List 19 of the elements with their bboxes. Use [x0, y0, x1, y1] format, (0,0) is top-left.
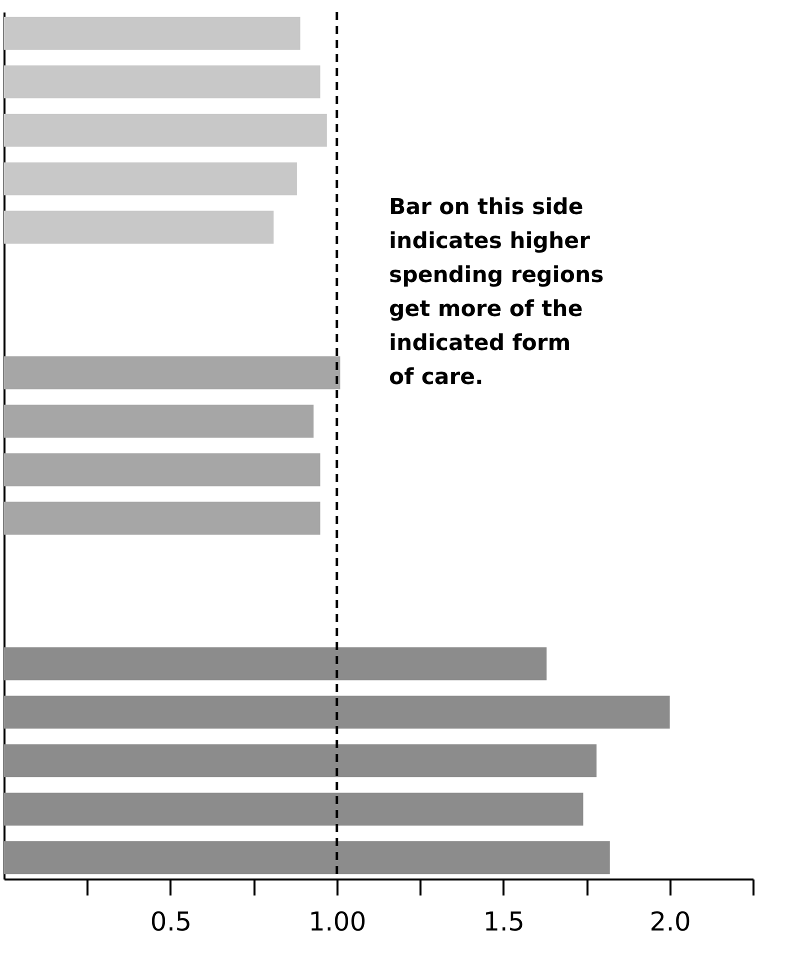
bar	[4, 792, 584, 826]
bar	[4, 114, 327, 147]
bar	[4, 65, 320, 98]
bar	[4, 453, 320, 486]
bar	[4, 16, 300, 50]
bar	[4, 356, 340, 390]
x-tick-label: 0.5	[150, 908, 192, 938]
x-tick-label: 1.00	[308, 908, 366, 938]
x-tick-label: 2.0	[650, 908, 691, 938]
bar	[4, 502, 320, 535]
bar	[4, 647, 547, 680]
bar	[4, 696, 670, 729]
bar	[4, 744, 597, 778]
bar	[4, 404, 314, 438]
x-tick-label: 1.5	[483, 908, 525, 938]
bar	[4, 162, 297, 196]
bar	[4, 841, 610, 874]
bar	[4, 210, 274, 244]
annotation: Bar on this side indicates higher spending regions get more of the indicated form of care.	[389, 195, 604, 390]
